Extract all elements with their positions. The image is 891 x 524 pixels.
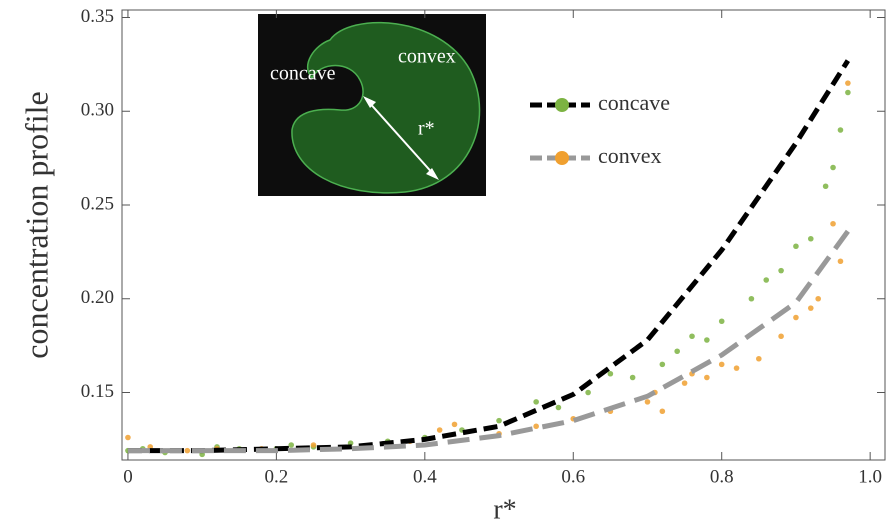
data-point	[830, 164, 836, 171]
y-tick-label: 0.15	[81, 381, 114, 402]
data-point	[704, 374, 710, 381]
data-point	[644, 399, 651, 405]
data-point	[607, 370, 614, 377]
data-point	[778, 333, 784, 340]
x-tick-label: 1.0	[858, 466, 882, 487]
x-tick-label: 0	[123, 466, 133, 487]
data-point	[815, 295, 822, 302]
legend-marker	[555, 151, 569, 165]
curve	[127, 59, 851, 454]
data-point	[845, 89, 851, 96]
inset-arrowheads	[363, 96, 439, 180]
data-point	[451, 421, 458, 428]
x-tick-label: 0.4	[413, 466, 437, 487]
legend-label: convex	[598, 143, 662, 168]
inset: concave convex r*	[258, 14, 486, 196]
data-point	[837, 127, 844, 133]
legend-marker	[555, 98, 569, 112]
data-point	[629, 374, 636, 381]
inset-label: r*	[418, 118, 435, 140]
legend-label: concave	[598, 90, 670, 115]
data-point	[778, 267, 784, 274]
inset-arrow	[366, 99, 436, 177]
data-point	[659, 361, 666, 368]
data-point	[837, 258, 844, 265]
x-tick-label: 0.8	[710, 466, 734, 487]
x-tick-label: 0.2	[265, 466, 289, 487]
data-point	[822, 183, 829, 190]
data-point	[756, 355, 762, 362]
inset-shape	[291, 21, 481, 194]
y-tick-label: 0.20	[81, 287, 114, 308]
data-point	[659, 408, 666, 415]
curve	[127, 229, 850, 454]
data-point	[748, 295, 755, 302]
data-point	[763, 277, 770, 283]
data-point	[807, 235, 814, 242]
y-axis-label: concentration profile	[18, 91, 54, 358]
data-point	[674, 348, 680, 355]
y-tick-label: 0.25	[81, 193, 114, 214]
data-point	[533, 399, 539, 405]
data-point	[436, 427, 443, 433]
inset-label: convex	[398, 46, 456, 68]
data-point	[793, 314, 799, 321]
data-point	[807, 305, 814, 311]
data-point	[496, 417, 502, 424]
data-point	[689, 333, 695, 340]
y-tick-label: 0.35	[81, 6, 114, 27]
data-point	[310, 442, 317, 448]
data-point	[288, 442, 295, 448]
inset-label: concave	[270, 63, 336, 85]
y-tick-label: 0.30	[81, 100, 114, 121]
x-tick-label: 0.6	[561, 466, 585, 487]
data-point	[733, 365, 740, 371]
data-point	[125, 434, 131, 441]
data-point	[533, 423, 539, 430]
data-point	[718, 318, 725, 325]
data-point	[184, 447, 191, 454]
data-point	[555, 404, 562, 411]
x-axis-label: r*	[493, 494, 516, 524]
data-point	[830, 220, 836, 227]
plot-frame	[121, 9, 886, 461]
data-point	[718, 361, 725, 368]
data-point	[704, 337, 710, 343]
data-point	[585, 389, 591, 396]
data-point	[681, 380, 688, 386]
data-point	[845, 80, 851, 86]
data-point	[793, 243, 799, 250]
